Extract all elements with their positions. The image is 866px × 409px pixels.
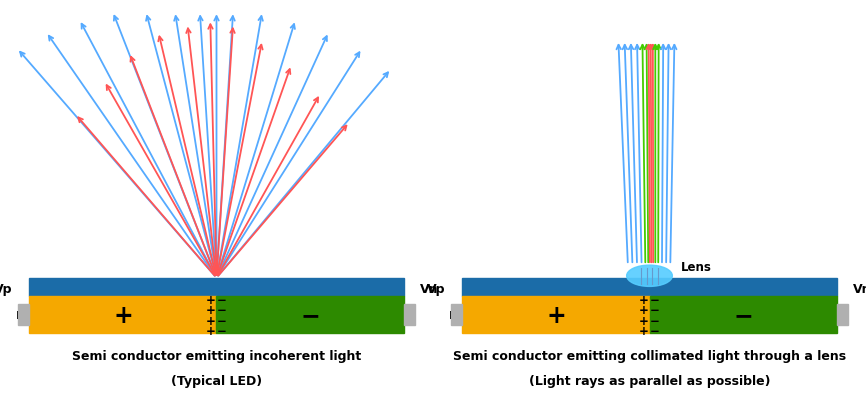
Ellipse shape: [627, 265, 672, 287]
Text: +: +: [205, 293, 216, 306]
Text: Semi conductor emitting collimated light through a lens: Semi conductor emitting collimated light…: [453, 349, 846, 362]
Bar: [404, 305, 415, 325]
Text: Semi conductor emitting incoherent light: Semi conductor emitting incoherent light: [72, 349, 361, 362]
Text: (Typical LED): (Typical LED): [171, 374, 262, 387]
Bar: [837, 305, 848, 325]
Text: E: E: [836, 310, 843, 320]
Text: +: +: [638, 293, 649, 306]
Text: +: +: [638, 314, 649, 327]
Text: −: −: [650, 314, 659, 327]
Bar: [18, 305, 29, 325]
Text: −: −: [650, 324, 659, 337]
Text: Vp: Vp: [427, 283, 446, 296]
Text: E: E: [23, 310, 29, 320]
Bar: [462, 297, 650, 333]
Text: −: −: [216, 324, 226, 337]
Text: +: +: [205, 324, 216, 337]
Text: +: +: [205, 303, 216, 317]
Text: +: +: [638, 324, 649, 337]
Text: Vp: Vp: [0, 283, 13, 296]
Text: E: E: [409, 310, 417, 320]
Text: −: −: [216, 303, 226, 317]
Text: E: E: [449, 310, 456, 320]
Text: −: −: [216, 314, 226, 327]
Text: +: +: [205, 314, 216, 327]
Text: +: +: [546, 303, 565, 327]
Text: E: E: [16, 310, 23, 320]
Text: E: E: [456, 310, 462, 320]
Bar: [462, 278, 837, 297]
Text: −: −: [650, 293, 659, 306]
Bar: [650, 297, 837, 333]
Bar: [216, 297, 404, 333]
Text: (Light rays as parallel as possible): (Light rays as parallel as possible): [529, 374, 770, 387]
Text: −: −: [650, 303, 659, 317]
Text: Lens: Lens: [681, 261, 712, 274]
Bar: [29, 297, 216, 333]
Text: −: −: [301, 303, 320, 327]
Text: +: +: [113, 303, 132, 327]
Text: Vn: Vn: [853, 283, 866, 296]
Text: E: E: [842, 310, 850, 320]
Bar: [451, 305, 462, 325]
Text: −: −: [734, 303, 753, 327]
Text: Vn: Vn: [420, 283, 439, 296]
Text: +: +: [638, 303, 649, 317]
Text: −: −: [216, 293, 226, 306]
Text: E: E: [403, 310, 410, 320]
Bar: [29, 278, 404, 297]
